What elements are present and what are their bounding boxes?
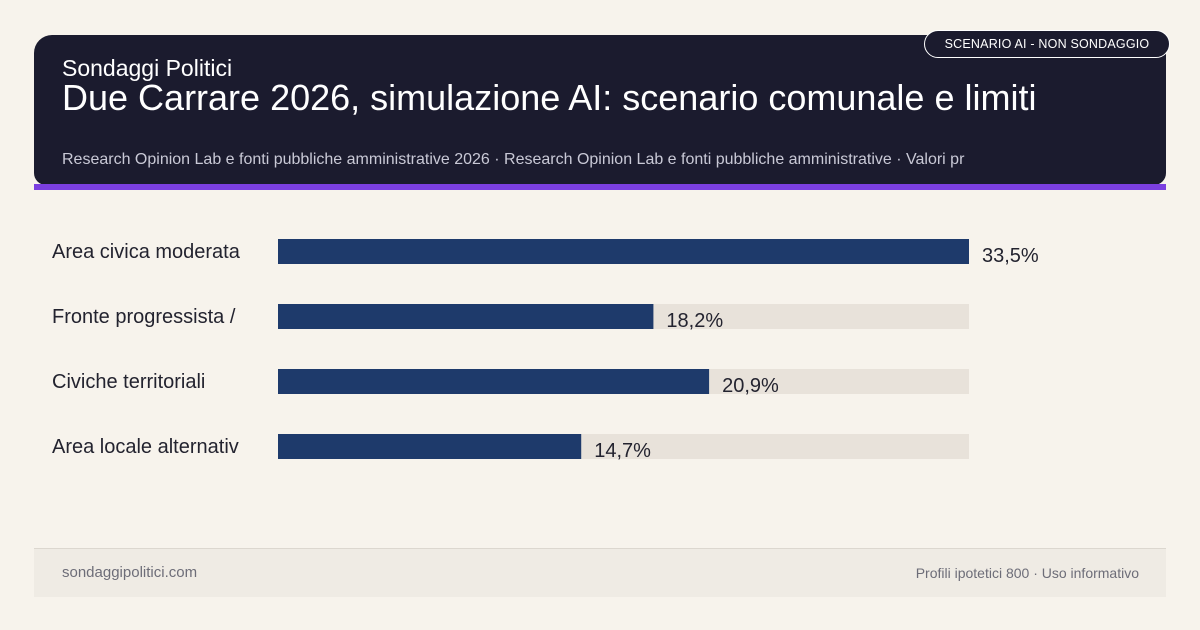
scenario-badge: SCENARIO AI - NON SONDAGGIO bbox=[924, 30, 1170, 58]
page-title: Due Carrare 2026, simulazione AI: scenar… bbox=[62, 77, 1037, 118]
value-label: 14,7% bbox=[594, 440, 651, 462]
footer: sondaggipolitici.com Profili ipotetici 8… bbox=[34, 548, 1166, 597]
category-label: Fronte progressista / bbox=[52, 306, 236, 328]
value-label: 33,5% bbox=[982, 245, 1039, 267]
category-label: Area civica moderata bbox=[52, 241, 241, 263]
header-accent-bar bbox=[34, 184, 1166, 190]
category-label: Area locale alternativ bbox=[52, 436, 239, 458]
category-label: Civiche territoriali bbox=[52, 371, 205, 393]
header-banner: Sondaggi Politici Due Carrare 2026, simu… bbox=[34, 35, 1166, 185]
footer-note: Profili ipotetici 800 · Uso informativo bbox=[915, 565, 1139, 581]
value-label: 20,9% bbox=[722, 375, 779, 397]
bar-chart: Area civica moderata 33,5% Fronte progress… bbox=[52, 239, 1039, 462]
bar bbox=[278, 369, 710, 394]
value-label: 18,2% bbox=[666, 310, 723, 332]
footer-site: sondaggipolitici.com bbox=[62, 564, 198, 581]
brand-name: Sondaggi Politici bbox=[62, 55, 233, 81]
bar bbox=[278, 239, 969, 264]
bar bbox=[278, 434, 582, 459]
page-subtitle: Research Opinion Lab e fonti pubbliche a… bbox=[62, 151, 965, 168]
bar bbox=[278, 304, 654, 329]
